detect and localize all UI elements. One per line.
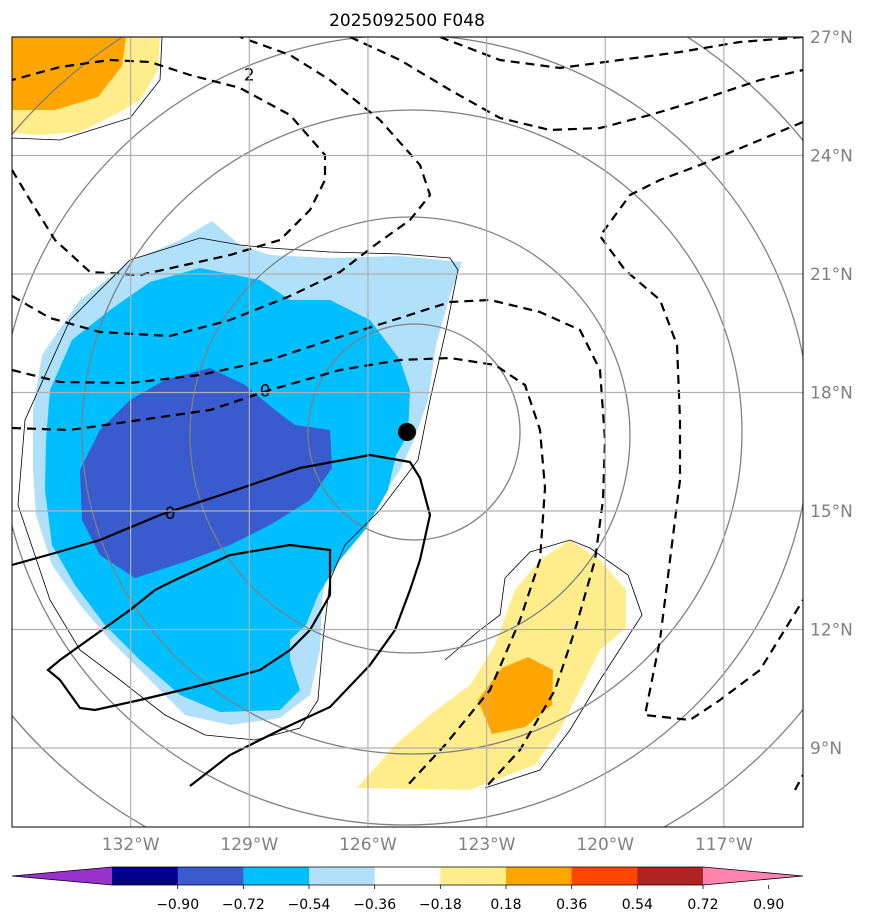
lat-label: 27°N: [810, 28, 853, 48]
storm-center-marker: [398, 423, 416, 441]
positive-anomaly-outline-south: [444, 539, 643, 789]
colorbar-segment: [440, 867, 507, 885]
lat-label: 15°N: [810, 502, 853, 522]
colorbar-segment: [637, 867, 704, 885]
dashed-contour-e: [349, 37, 803, 132]
longitude-labels: 132°W 129°W 126°W 123°W 120°W 117°W: [102, 835, 753, 855]
lon-label: 129°W: [220, 835, 278, 855]
colorbar-segment: [374, 867, 441, 885]
colorbar-tick-label: −0.72: [222, 897, 265, 913]
lat-label: 24°N: [810, 147, 853, 167]
gridlines: [12, 36, 803, 827]
lon-label: 132°W: [102, 835, 160, 855]
colorbar-tick-label: 0.72: [687, 897, 718, 913]
lat-label: 18°N: [810, 384, 853, 404]
colorbar-outline: [11, 866, 804, 886]
grey-contours: [12, 37, 803, 827]
dashed-contour-b: [12, 298, 607, 789]
colorbar-extend-low: [12, 867, 112, 885]
grey-contour-3: [81, 109, 743, 755]
colorbar-tick-label: 0.36: [556, 897, 587, 913]
dashed-contour-f: [439, 37, 803, 70]
lon-label: 126°W: [339, 835, 397, 855]
colorbar: −0.90 −0.72 −0.54 −0.36 −0.18 0.18 0.36 0.54 0.7…: [11, 866, 804, 913]
contour-label: 0: [165, 504, 176, 524]
grey-contour-4: [12, 37, 803, 826]
dashed-contours: [12, 37, 803, 791]
lat-label: 9°N: [810, 739, 842, 759]
colorbar-tick-label: 0.54: [622, 897, 653, 913]
colorbar-tick-label: −0.36: [353, 897, 396, 913]
dashed-contour-g: [598, 120, 803, 722]
anomaly-fill: [12, 37, 626, 790]
colorbar-segment: [309, 867, 376, 885]
lat-label: 21°N: [810, 265, 853, 285]
colorbar-segment: [112, 867, 179, 885]
contour-label: 0: [260, 382, 271, 402]
colorbar-segment: [177, 867, 244, 885]
negative-anomaly-outline: [17, 237, 459, 741]
solid-contours: [12, 453, 432, 787]
solid-contour-loop: [46, 543, 332, 712]
positive-anomaly-light-south: [357, 540, 626, 790]
latitude-labels: 27°N 24°N 21°N 18°N 15°N 12°N 9°N: [810, 28, 853, 759]
map-title: 2025092500 F048: [329, 11, 485, 31]
positive-anomaly-orange-north: [12, 37, 126, 110]
lon-label: 123°W: [458, 835, 516, 855]
colorbar-tick-label: 0.90: [753, 897, 784, 913]
solid-contour-zero: [12, 453, 432, 787]
colorbar-tick-label: −0.54: [288, 897, 331, 913]
map-frame: [11, 36, 804, 828]
colorbar-segment: [571, 867, 638, 885]
dashed-contour-h: [794, 774, 803, 791]
negative-anomaly-dark: [80, 368, 332, 578]
dashed-contour-c: [12, 37, 432, 338]
map-content: 002: [12, 37, 803, 827]
grey-contour-1: [307, 323, 521, 541]
lat-label: 12°N: [810, 621, 853, 641]
lon-label: 120°W: [576, 835, 634, 855]
colorbar-tick-label: −0.90: [156, 897, 199, 913]
colorbar-segment: [506, 867, 573, 885]
lon-label: 117°W: [695, 835, 753, 855]
colorbar-tick-label: 0.18: [490, 897, 521, 913]
colorbar-tick-label: −0.18: [419, 897, 462, 913]
colorbar-segment: [243, 867, 310, 885]
dashed-contour-d: [12, 58, 327, 277]
grey-contour-2: [189, 216, 631, 654]
colorbar-extend-high: [703, 867, 803, 885]
